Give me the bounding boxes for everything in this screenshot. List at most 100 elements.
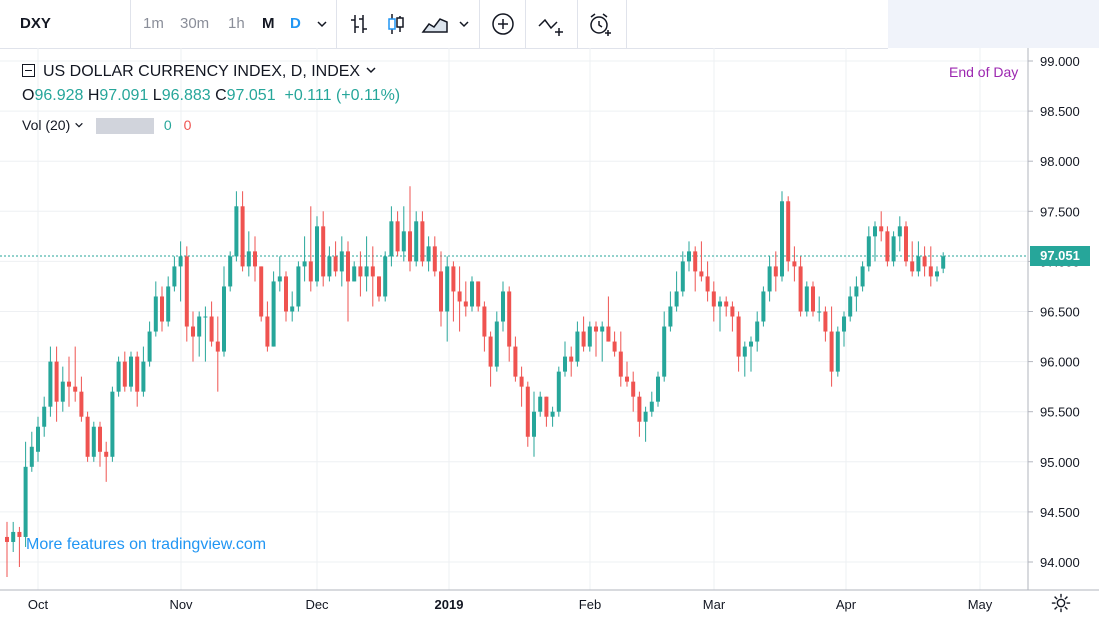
alert-clock-icon[interactable] — [587, 0, 617, 48]
candle-body — [612, 341, 617, 352]
candle-body — [494, 321, 499, 367]
candle-body — [637, 396, 642, 422]
candle-body — [234, 206, 239, 257]
toolbar-divider — [479, 0, 480, 48]
candle-body — [693, 251, 698, 272]
candle-body — [110, 391, 115, 457]
price-tick-label: 94.500 — [1040, 505, 1080, 520]
candle-body — [358, 266, 363, 277]
candle-body — [916, 256, 921, 272]
candle-body — [184, 256, 189, 327]
candle-body — [203, 316, 208, 318]
candle-body — [401, 231, 406, 252]
candle-body — [513, 346, 518, 377]
candle-body — [798, 266, 803, 312]
candle-body — [910, 261, 915, 272]
candle-body — [333, 256, 338, 272]
candle-body — [104, 451, 109, 457]
promo-link[interactable]: More features on tradingview.com — [26, 536, 267, 553]
candle-body — [842, 316, 846, 332]
candle-body — [618, 351, 623, 377]
collapse-legend-icon[interactable] — [22, 64, 35, 77]
candle-body — [600, 326, 605, 332]
candle-body — [904, 226, 908, 262]
candle-body — [569, 356, 574, 362]
candle-body — [866, 236, 871, 267]
candle-body — [773, 266, 778, 277]
candle-body — [823, 311, 828, 332]
candle-body — [575, 331, 580, 362]
compare-symbol-icon[interactable] — [537, 0, 567, 48]
chart-type-chevron-icon[interactable] — [458, 0, 470, 48]
candles-group — [5, 186, 946, 578]
candle-body — [736, 316, 741, 357]
candle-body — [804, 286, 809, 312]
close-value: 97.051 — [226, 87, 276, 104]
volume-label: Vol (20) — [22, 117, 71, 133]
candle-body — [891, 236, 896, 262]
candle-body — [767, 266, 772, 292]
candle-body — [662, 326, 667, 377]
candle-body — [153, 296, 158, 332]
low-value: 96.883 — [161, 87, 211, 104]
top-toolbar: DXY 1m 30m 1h M D — [0, 0, 1099, 49]
area-style-icon[interactable] — [421, 0, 449, 48]
candle-body — [860, 266, 865, 287]
volume-settings-icon[interactable] — [96, 118, 155, 135]
candle-body — [408, 231, 412, 262]
candle-body — [687, 251, 691, 262]
candle-body — [364, 266, 369, 277]
candle-body — [191, 326, 195, 337]
candle-body — [321, 226, 326, 277]
candle-body — [23, 466, 28, 537]
last-price-label: 97.051 — [1030, 246, 1090, 266]
chart-grid — [0, 48, 1028, 590]
high-value: 97.091 — [99, 87, 149, 104]
symbol-search[interactable]: DXY — [20, 15, 51, 32]
candle-body — [352, 266, 357, 282]
price-tick-label: 96.000 — [1040, 355, 1080, 370]
interval-1m[interactable]: 1m — [143, 15, 164, 32]
add-indicator-icon[interactable] — [491, 0, 515, 48]
interval-dropdown-chevron-icon[interactable] — [316, 0, 328, 48]
interval-1h[interactable]: 1h — [228, 15, 245, 32]
price-tick-label: 98.000 — [1040, 154, 1080, 169]
series-chevron-icon[interactable] — [365, 64, 377, 76]
interval-month[interactable]: M — [262, 15, 275, 32]
candle-body — [680, 261, 685, 292]
candle-body — [544, 396, 549, 417]
candle-body — [296, 266, 301, 307]
candle-body — [48, 361, 53, 407]
candle-body — [463, 301, 468, 307]
time-tick-label: May — [968, 597, 993, 612]
candle-body — [668, 306, 673, 327]
candle-body — [426, 246, 431, 262]
candle-body — [308, 261, 313, 282]
candle-body — [54, 361, 59, 402]
series-title[interactable]: US DOLLAR CURRENCY INDEX, D, INDEX — [22, 63, 377, 81]
candle-body — [718, 301, 722, 307]
candle-body — [315, 226, 319, 282]
interval-30m[interactable]: 30m — [180, 15, 210, 32]
volume-legend[interactable]: Vol (20) 0 0 — [22, 117, 192, 135]
candle-body — [581, 331, 586, 347]
settings-gear-icon[interactable] — [1050, 592, 1072, 619]
time-tick-label: Mar — [703, 597, 726, 612]
time-axis-labels: Oct Nov Dec 2019 Feb Mar Apr May — [28, 597, 993, 612]
candle-body — [674, 291, 679, 307]
interval-day[interactable]: D — [290, 15, 301, 32]
price-axis-labels: 99.00098.50098.00097.50097.00096.50096.0… — [1028, 54, 1080, 570]
open-value: 96.928 — [34, 87, 84, 104]
candle-body — [656, 376, 660, 402]
bars-style-icon[interactable] — [347, 0, 371, 48]
candle-body — [85, 416, 90, 457]
candle-body — [11, 531, 16, 542]
volume-chevron-icon[interactable] — [74, 120, 84, 130]
candles-style-icon[interactable] — [384, 0, 408, 48]
candle-body — [439, 271, 443, 312]
candle-body — [42, 406, 47, 427]
candle-body — [377, 276, 381, 297]
volume-value-b: 0 — [183, 117, 192, 133]
toolbar-divider — [525, 0, 526, 48]
